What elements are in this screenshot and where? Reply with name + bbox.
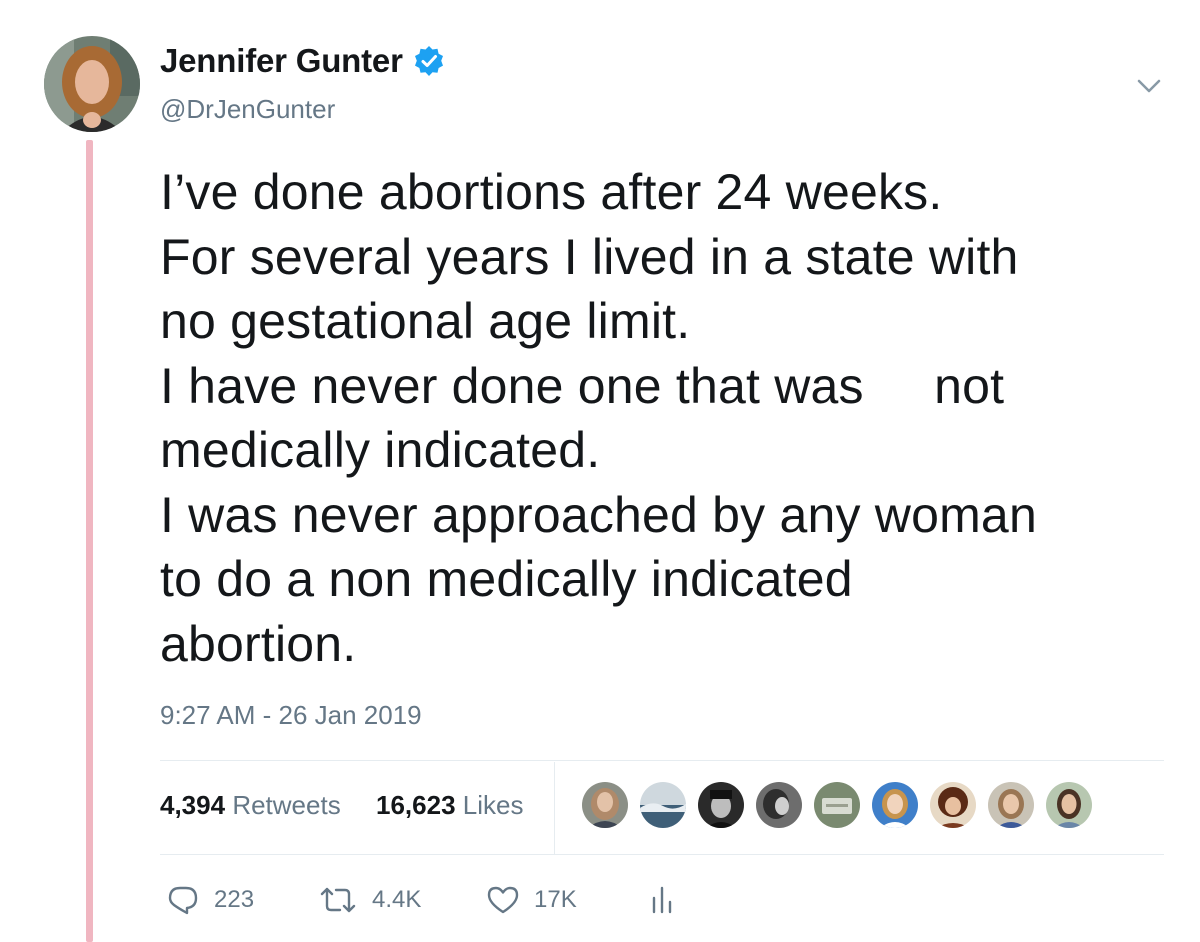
retweets-label: Retweets [232, 790, 341, 820]
analytics-button[interactable] [650, 884, 674, 916]
liker-avatar-6[interactable] [872, 782, 918, 828]
retweet-button[interactable]: 4.4K [318, 884, 421, 916]
liker-avatar-4[interactable] [756, 782, 802, 828]
analytics-icon [652, 886, 672, 914]
reply-count: 223 [214, 886, 255, 913]
retweets-count: 4,394 [160, 790, 226, 820]
liker-avatar-1[interactable] [582, 782, 628, 828]
author-avatar[interactable] [44, 36, 140, 132]
stats-vertical-divider [554, 762, 555, 854]
retweet-icon [320, 887, 356, 913]
tweet-menu-chevron-down-icon[interactable] [1136, 76, 1162, 96]
liker-avatar-2[interactable] [640, 782, 686, 828]
reply-button[interactable]: 223 [166, 884, 254, 916]
liker-avatar-7[interactable] [930, 782, 976, 828]
author-display-name[interactable]: Jennifer Gunter [160, 42, 403, 79]
likes-count: 16,623 [376, 790, 456, 820]
tweet-text: I’ve done abortions after 24 weeks. For … [160, 164, 1037, 672]
retweets-stat[interactable]: 4,394 Retweets [160, 790, 341, 821]
avatar-image [44, 36, 140, 132]
heart-icon [487, 886, 519, 914]
tweet-timestamp[interactable]: 9:27 AM - 26 Jan 2019 [160, 700, 422, 730]
stats-divider-bottom [160, 854, 1164, 855]
thread-connector-line [86, 140, 93, 942]
verified-badge-icon [414, 46, 443, 76]
likes-label: Likes [462, 790, 524, 820]
like-count: 17K [534, 886, 577, 913]
author-handle[interactable]: @DrJenGunter [160, 94, 336, 124]
stats-divider-top [160, 760, 1164, 761]
liker-avatar-8[interactable] [988, 782, 1034, 828]
liker-avatar-9[interactable] [1046, 782, 1092, 828]
retweet-count: 4.4K [372, 886, 422, 913]
liker-avatar-5[interactable] [814, 782, 860, 828]
likes-stat[interactable]: 16,623 Likes [376, 790, 523, 821]
like-button[interactable]: 17K [486, 884, 577, 916]
likers-avatar-list [582, 782, 1092, 828]
reply-icon [168, 886, 198, 915]
author-name-row[interactable]: Jennifer Gunter [160, 42, 445, 80]
liker-avatar-3[interactable] [698, 782, 744, 828]
